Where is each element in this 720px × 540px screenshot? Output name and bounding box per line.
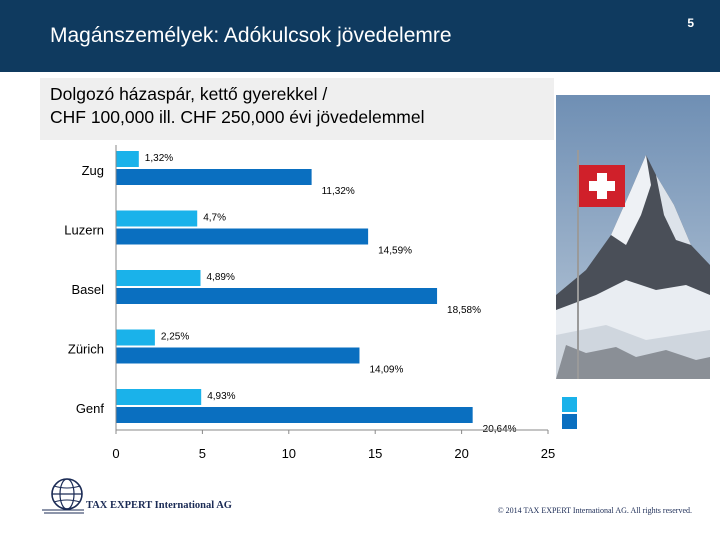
value-label: 4,89% (206, 272, 234, 283)
bar-zürich-low (116, 329, 155, 346)
bar-genf-low (116, 389, 202, 405)
legend-swatch-100k (562, 397, 577, 412)
x-tick-label: 10 (282, 446, 296, 461)
x-axis: 0 5 10 15 20 25 (112, 145, 555, 461)
value-label: 4,93% (207, 391, 235, 402)
legend-swatch-250k (562, 414, 577, 429)
bar-luzern-low (116, 210, 198, 227)
bar-zug-high (116, 169, 312, 185)
bar-basel-high (116, 288, 438, 304)
slide-number: 5 (687, 16, 694, 30)
category-labels-group: Zug Luzern Basel Zürich Genf (64, 163, 104, 416)
bar-zürich-high (116, 347, 360, 364)
subtitle-box: Dolgozó házaspár, kettő gyerekkel / CHF … (40, 78, 554, 140)
bar-basel-low (116, 270, 201, 286)
bar-luzern-high (116, 228, 369, 245)
x-tick-label: 25 (541, 446, 555, 461)
value-label: 4,7% (203, 213, 226, 224)
value-label: 14,59% (378, 246, 412, 257)
copyright: © 2014 TAX EXPERT International AG. All … (497, 506, 692, 515)
category-label: Genf (76, 401, 105, 416)
value-label: 11,32% (322, 186, 355, 197)
bars-group (116, 151, 473, 423)
bar-genf-high (116, 407, 473, 423)
value-label: 1,32% (145, 153, 173, 164)
footer-company: TAX EXPERT International AG (86, 500, 232, 511)
x-tick-label: 20 (454, 446, 468, 461)
category-label: Luzern (64, 223, 104, 238)
globe-icon (42, 478, 84, 514)
value-label: 18,58% (447, 305, 481, 316)
slide-title: Magánszemélyek: Adókulcsok jövedelemre (50, 24, 452, 47)
x-tick-label: 0 (112, 446, 119, 461)
bar-zug-low (116, 151, 139, 167)
subtitle-line-1: Dolgozó házaspár, kettő gyerekkel / (50, 84, 328, 104)
swiss-flag-icon (579, 165, 625, 207)
value-label: 14,09% (369, 365, 403, 376)
subtitle-line-2: CHF 100,000 ill. CHF 250,000 évi jövedel… (50, 107, 425, 127)
matterhorn-photo (556, 95, 710, 379)
header-bar: Magánszemélyek: Adókulcsok jövedelemre 5 (0, 0, 720, 72)
value-label: 2,25% (161, 332, 189, 343)
x-tick-label: 5 (199, 446, 206, 461)
category-label: Zug (82, 163, 104, 178)
category-label: Zürich (68, 342, 104, 357)
category-label: Basel (71, 282, 104, 297)
x-tick-label: 15 (368, 446, 382, 461)
subtitle: Dolgozó házaspár, kettő gyerekkel / CHF … (50, 83, 424, 129)
